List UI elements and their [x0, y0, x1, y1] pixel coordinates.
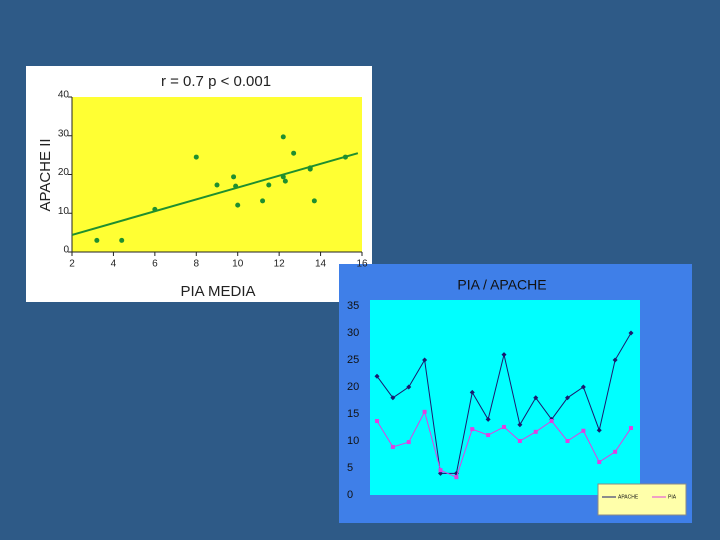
- marker: [565, 439, 570, 443]
- point: [342, 154, 348, 160]
- point: [193, 154, 199, 160]
- marker: [597, 460, 602, 465]
- marker: [375, 419, 379, 424]
- marker: [390, 395, 396, 401]
- y-tick-label: 25: [347, 354, 359, 366]
- x-tick-label: 2: [69, 259, 75, 270]
- marker: [580, 384, 586, 390]
- marker: [486, 433, 491, 438]
- marker: [612, 357, 618, 363]
- point: [235, 202, 241, 208]
- marker: [422, 409, 427, 414]
- y-tick-label: 20: [58, 167, 70, 178]
- marker: [469, 389, 475, 395]
- marker: [596, 427, 602, 433]
- point: [94, 237, 100, 243]
- y-tick-label: 0: [63, 245, 69, 256]
- y-axis-label: APACHE II: [37, 138, 54, 211]
- marker: [374, 373, 380, 379]
- marker: [485, 416, 491, 422]
- legend-box: [597, 483, 687, 516]
- marker: [438, 468, 443, 473]
- point: [152, 206, 158, 212]
- y-tick-label: 15: [347, 408, 359, 420]
- point: [266, 182, 272, 188]
- marker: [517, 439, 522, 443]
- x-tick-label: 6: [152, 259, 158, 270]
- point: [260, 198, 266, 204]
- marker: [454, 475, 459, 480]
- point: [311, 198, 317, 204]
- marker: [470, 427, 475, 432]
- point: [291, 150, 297, 156]
- y-tick-label: 20: [347, 381, 359, 393]
- marker: [502, 424, 506, 429]
- marker: [613, 449, 618, 454]
- marker: [390, 444, 395, 449]
- point: [280, 134, 286, 140]
- y-tick-label: 35: [347, 300, 359, 312]
- point: [233, 183, 239, 189]
- x-tick-label: 10: [232, 259, 244, 270]
- marker: [581, 428, 586, 433]
- marker: [406, 440, 411, 445]
- x-tick-label: 16: [356, 259, 368, 270]
- legend-label: APACHE: [618, 494, 639, 500]
- y-tick-label: 0: [347, 489, 353, 501]
- x-tick-label: 4: [111, 259, 117, 270]
- y-tick-label: 5: [347, 462, 353, 474]
- marker: [501, 352, 507, 358]
- chart-title: PIA / APACHE: [457, 277, 546, 293]
- marker: [422, 357, 428, 363]
- marker: [629, 426, 633, 431]
- marker: [549, 419, 554, 424]
- y-tick-label: 10: [58, 206, 70, 217]
- point: [214, 182, 220, 188]
- marker: [406, 384, 412, 390]
- point: [231, 174, 237, 180]
- chart-title: r = 0.7 p < 0.001: [161, 73, 271, 90]
- line-plot-area: [370, 300, 640, 495]
- point: [307, 165, 313, 171]
- point: [282, 178, 288, 184]
- y-tick-label: 40: [58, 90, 70, 101]
- marker: [533, 395, 539, 401]
- x-tick-label: 12: [274, 259, 286, 270]
- x-axis-label: PIA MEDIA: [180, 283, 255, 300]
- y-tick-label: 30: [347, 327, 359, 339]
- x-tick-label: 8: [194, 259, 200, 270]
- point: [280, 174, 286, 180]
- y-tick-label: 10: [347, 435, 359, 447]
- y-tick-label: 30: [58, 128, 70, 139]
- scatter-plot-area: [72, 97, 362, 252]
- marker: [565, 395, 570, 401]
- x-tick-label: 14: [315, 259, 327, 270]
- marker: [533, 429, 538, 434]
- marker: [628, 330, 634, 336]
- point: [119, 237, 125, 243]
- marker: [517, 422, 523, 428]
- legend-label: PIA: [668, 494, 677, 500]
